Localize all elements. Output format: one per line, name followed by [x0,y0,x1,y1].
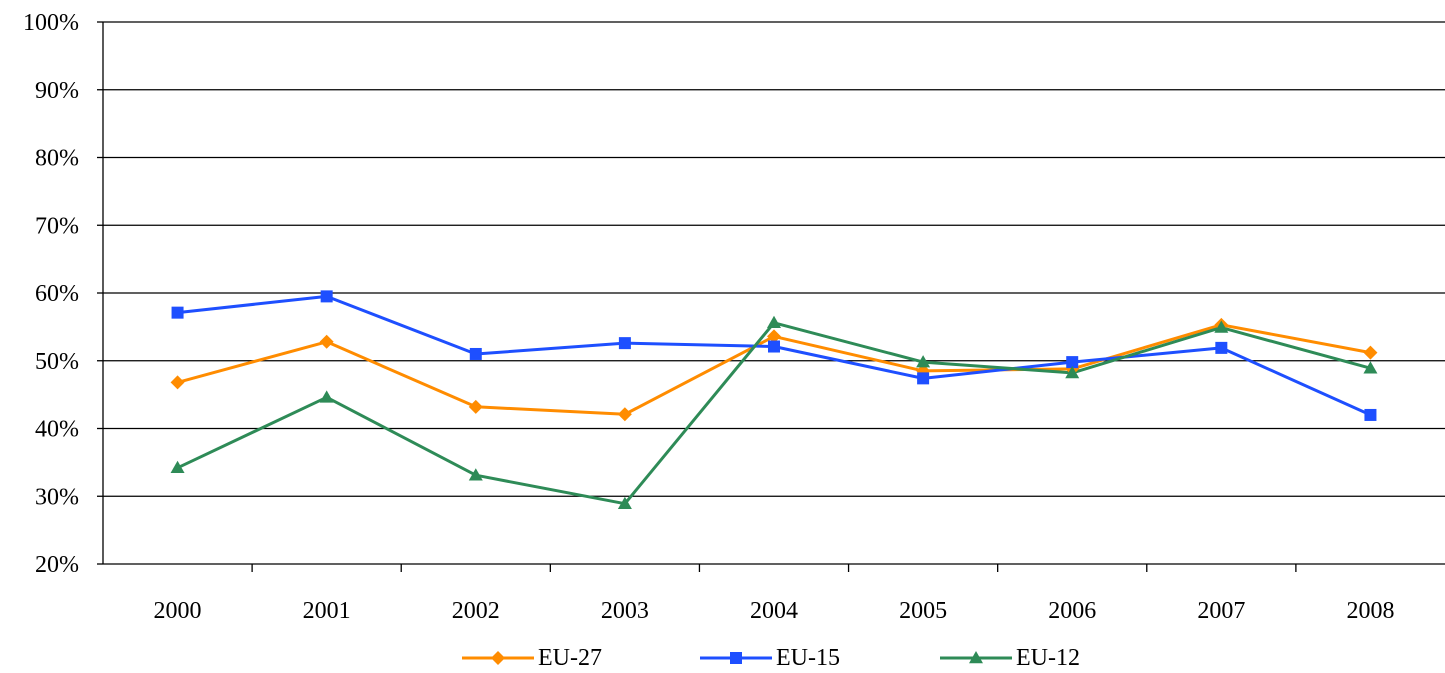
gridlines [103,21,1445,497]
legend-swatch-0 [462,651,534,665]
x-tick-label-2008: 2008 [1346,598,1394,624]
data-point-EU-27-2000 [170,375,185,390]
legend-item-2: EU-12 [940,644,1080,672]
legend-label-0: EU-27 [538,645,602,671]
data-point-EU-27-2001 [319,334,334,349]
data-point-EU-27-2003 [617,407,632,422]
x-tick-label-2007: 2007 [1197,598,1245,624]
x-axis-tick-labels: 2000 2001 2002 2003 2004 2005 2006 2007 2008 [154,598,1395,624]
y-tick-label-2: 40% [35,417,79,443]
data-point-EU-15-2003 [618,337,631,350]
x-tick-label-2001: 2001 [303,598,351,624]
x-tick-label-2004: 2004 [750,598,798,624]
legend-marker-EU-15 [730,652,742,664]
data-point-EU-15-2005 [917,372,930,385]
y-tick-label-3: 50% [35,349,79,375]
y-tick-label-6: 80% [35,146,79,172]
data-point-EU-12-2002 [468,468,483,481]
x-tick-label-2006: 2006 [1048,598,1096,624]
x-tick-label-2002: 2002 [452,598,500,624]
x-tick-label-2005: 2005 [899,598,947,624]
y-tick-label-5: 70% [35,213,79,239]
data-point-EU-15-2008 [1364,408,1377,421]
data-point-EU-15-2002 [469,347,482,360]
data-point-EU-12-2004 [767,315,781,329]
data-point-EU-15-2000 [171,306,184,319]
legend: EU-27 EU-15 EU-12 [0,644,1445,672]
data-point-EU-12-2006 [1065,365,1080,379]
y-tick-label-0: 20% [35,552,79,578]
data-point-EU-12-2000 [170,460,185,474]
data-point-EU-27-2008 [1363,345,1378,360]
data-point-EU-12-2003 [617,496,632,509]
data-point-EU-27-2004 [767,329,781,344]
legend-marker-EU-12 [969,651,983,664]
series-markers [170,290,1378,509]
data-point-EU-15-2006 [1066,356,1079,369]
legend-swatch-1 [700,652,772,664]
data-point-EU-12-2008 [1363,361,1378,374]
axes [97,21,1445,572]
legend-label-2: EU-12 [1016,645,1080,671]
data-point-EU-12-2007 [1214,320,1229,333]
y-tick-label-7: 90% [35,78,79,104]
y-axis-tick-labels: 20% 30% 40% 50% 60% 70% 80% 90% 100% [23,10,79,578]
y-tick-label-1: 30% [35,484,79,510]
data-point-EU-12-2005 [916,355,931,368]
legend-marker-EU-27 [491,651,505,665]
legend-label-1: EU-15 [776,645,840,671]
legend-item-0: EU-27 [462,644,602,672]
x-tick-label-2000: 2000 [154,598,202,624]
legend-item-1: EU-15 [700,644,840,672]
data-point-EU-27-2002 [468,399,483,414]
y-tick-label-4: 60% [35,281,79,307]
data-point-EU-15-2001 [320,290,333,303]
data-point-EU-12-2001 [319,390,334,403]
data-point-EU-15-2004 [768,340,780,353]
x-tick-label-2003: 2003 [601,598,649,624]
data-point-EU-15-2007 [1215,341,1228,354]
y-tick-label-8: 100% [23,10,79,36]
legend-swatch-2 [940,651,1012,664]
